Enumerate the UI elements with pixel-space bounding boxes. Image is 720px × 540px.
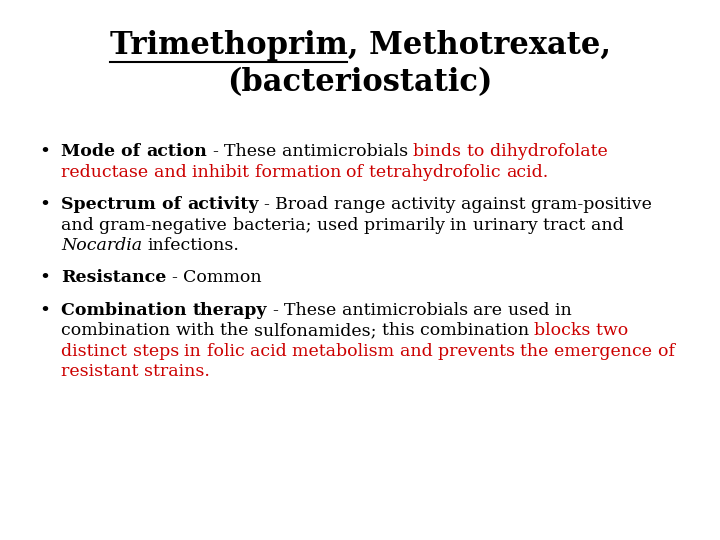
- Text: of: of: [658, 343, 680, 360]
- Text: and: and: [154, 164, 192, 180]
- Text: gram-negative: gram-negative: [99, 217, 233, 233]
- Text: in: in: [450, 217, 472, 233]
- Text: folic: folic: [207, 343, 250, 360]
- Text: used: used: [317, 217, 364, 233]
- Text: combination: combination: [420, 322, 534, 339]
- Text: action: action: [146, 143, 207, 160]
- Text: bacteria;: bacteria;: [233, 217, 317, 233]
- Text: and: and: [400, 343, 438, 360]
- Text: binds: binds: [413, 143, 467, 160]
- Text: activity: activity: [187, 196, 258, 213]
- Text: dihydrofolate: dihydrofolate: [490, 143, 613, 160]
- Text: antimicrobials: antimicrobials: [282, 143, 413, 160]
- Text: -: -: [212, 143, 224, 160]
- Text: strains.: strains.: [144, 363, 210, 380]
- Text: two: two: [596, 322, 634, 339]
- Text: the: the: [220, 322, 253, 339]
- Text: antimicrobials: antimicrobials: [342, 302, 474, 319]
- Text: of: of: [162, 196, 187, 213]
- Text: in: in: [555, 302, 577, 319]
- Text: •: •: [40, 196, 50, 214]
- Text: combination: combination: [61, 322, 176, 339]
- Text: are: are: [474, 302, 508, 319]
- Text: and: and: [590, 217, 629, 233]
- Text: used: used: [508, 302, 555, 319]
- Text: this: this: [382, 322, 420, 339]
- Text: infections.: infections.: [148, 237, 240, 254]
- Text: sulfonamides;: sulfonamides;: [253, 322, 382, 339]
- Text: activity: activity: [391, 196, 461, 213]
- Text: steps: steps: [132, 343, 184, 360]
- Text: Nocardia: Nocardia: [61, 237, 143, 254]
- Text: primarily: primarily: [364, 217, 450, 233]
- Text: range: range: [334, 196, 391, 213]
- Text: reductase: reductase: [61, 164, 154, 180]
- Text: against: against: [461, 196, 531, 213]
- Text: •: •: [40, 302, 50, 320]
- Text: emergence: emergence: [554, 343, 658, 360]
- Text: -: -: [172, 269, 184, 286]
- Text: Common: Common: [184, 269, 262, 286]
- Text: acid: acid: [250, 343, 292, 360]
- Text: These: These: [284, 302, 342, 319]
- Text: prevents: prevents: [438, 343, 521, 360]
- Text: tetrahydrofolic: tetrahydrofolic: [369, 164, 506, 180]
- Text: •: •: [40, 269, 50, 287]
- Text: Trimethoprim, Methotrexate,: Trimethoprim, Methotrexate,: [109, 30, 611, 60]
- Text: of: of: [122, 143, 146, 160]
- Text: •: •: [40, 143, 50, 161]
- Text: -: -: [264, 196, 276, 213]
- Text: blocks: blocks: [534, 322, 596, 339]
- Text: urinary: urinary: [472, 217, 543, 233]
- Text: in: in: [184, 343, 207, 360]
- Text: therapy: therapy: [193, 302, 267, 319]
- Text: Mode: Mode: [61, 143, 122, 160]
- Text: (bacteriostatic): (bacteriostatic): [228, 68, 492, 98]
- Text: Resistance: Resistance: [61, 269, 166, 286]
- Text: formation: formation: [255, 164, 346, 180]
- Text: distinct: distinct: [61, 343, 132, 360]
- Text: Broad: Broad: [276, 196, 334, 213]
- Text: metabolism: metabolism: [292, 343, 400, 360]
- Text: the: the: [521, 343, 554, 360]
- Text: and: and: [61, 217, 99, 233]
- Text: gram-positive: gram-positive: [531, 196, 657, 213]
- Text: with: with: [176, 322, 220, 339]
- Text: to: to: [467, 143, 490, 160]
- Text: These: These: [224, 143, 282, 160]
- Text: of: of: [346, 164, 369, 180]
- Text: inhibit: inhibit: [192, 164, 255, 180]
- Text: -: -: [273, 302, 284, 319]
- Text: acid.: acid.: [506, 164, 549, 180]
- Text: Combination: Combination: [61, 302, 193, 319]
- Text: tract: tract: [543, 217, 590, 233]
- Text: resistant: resistant: [61, 363, 144, 380]
- Text: Spectrum: Spectrum: [61, 196, 162, 213]
